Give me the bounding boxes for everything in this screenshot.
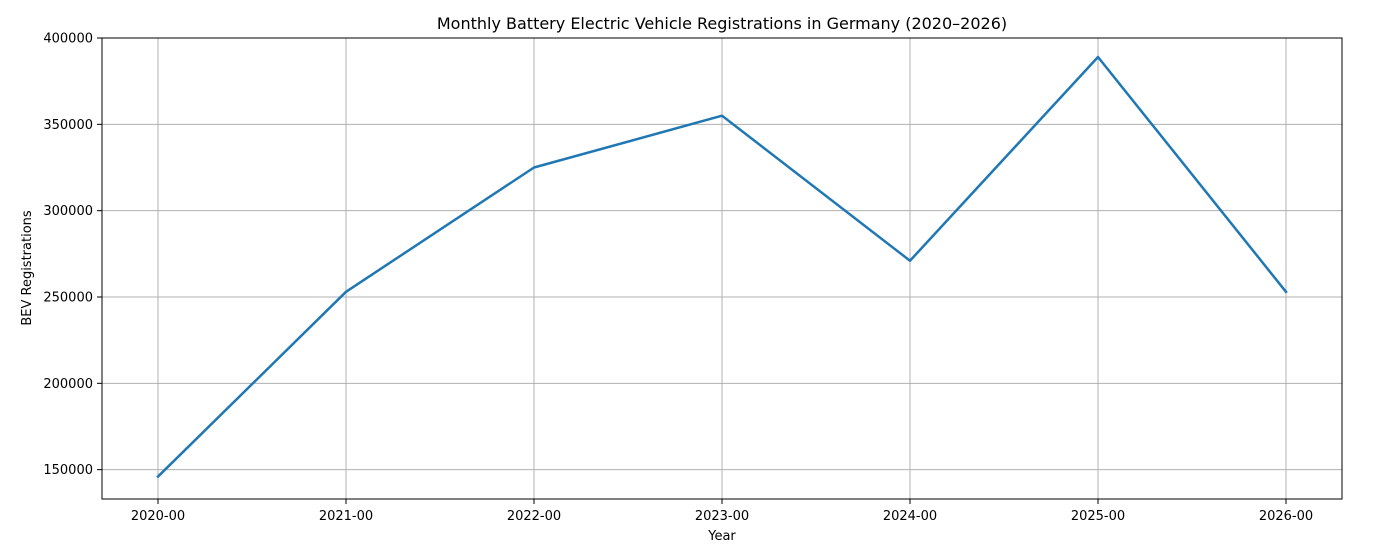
x-tick-label: 2022-00 (507, 509, 561, 524)
grid-lines (102, 37, 1342, 499)
chart-title: Monthly Battery Electric Vehicle Registr… (437, 14, 1007, 33)
y-tick-label: 300000 (43, 204, 93, 219)
y-tick-label: 250000 (43, 290, 93, 305)
y-axis-label: BEV Registrations (20, 210, 35, 326)
y-tick-label: 150000 (43, 463, 93, 478)
x-axis-ticks: 2020-00 2021-00 2022-00 2023-00 2024-00 2025-… (131, 499, 1313, 524)
x-axis-label: Year (707, 529, 736, 544)
y-axis-ticks: 150000 200000 250000 300000 350000 400000 (43, 32, 102, 478)
data-series (156, 55, 1288, 479)
y-tick-label: 350000 (43, 118, 93, 133)
x-tick-label: 2023-00 (695, 509, 749, 524)
x-tick-label: 2024-00 (883, 509, 937, 524)
x-tick-label: 2020-00 (131, 509, 185, 524)
x-tick-label: 2021-00 (319, 509, 373, 524)
x-tick-label: 2025-00 (1071, 509, 1125, 524)
x-tick-label: 2026-00 (1259, 509, 1313, 524)
series-line (156, 55, 1288, 479)
y-tick-label: 400000 (43, 32, 93, 47)
y-tick-label: 200000 (43, 377, 93, 392)
